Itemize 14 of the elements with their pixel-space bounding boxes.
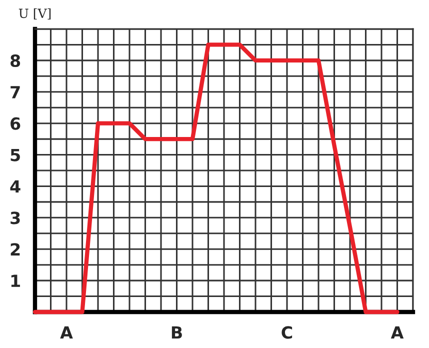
x-tick-label: B [172,326,182,339]
y-tick-label: 3 [10,212,20,224]
x-tick-label: A [390,326,404,339]
y-tick-label: 2 [10,243,20,256]
x-tick-label: A [60,326,73,339]
x-tick-label: C [282,326,292,339]
line-series [32,42,400,314]
y-tick-label: 4 [10,180,20,193]
y-tick-label: 7 [10,86,20,98]
y-tick-label: 1 [11,274,20,287]
y-tick-label: 8 [10,54,20,68]
y-tick-label: 6 [10,117,20,130]
y-tick-label: 5 [10,148,20,162]
y-axis-title: U [V] [18,8,51,20]
